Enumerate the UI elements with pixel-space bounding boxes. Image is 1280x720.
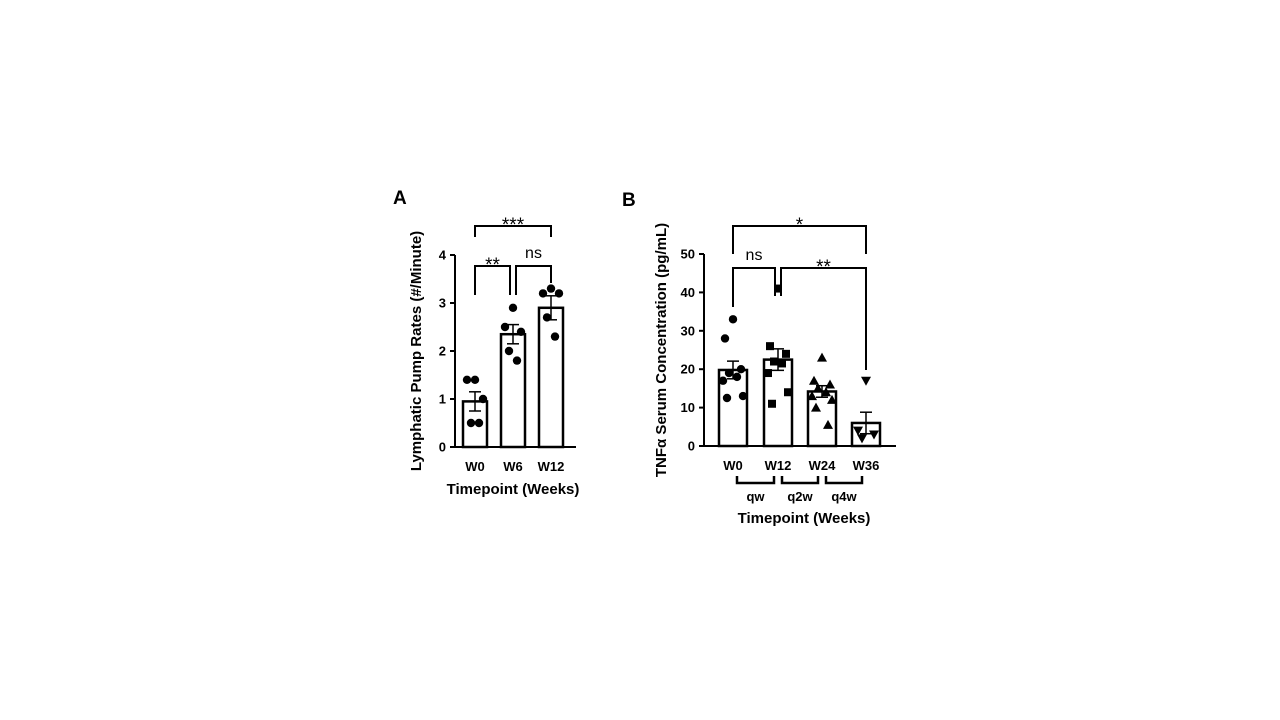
significance-bracket-label: *** [502,215,525,236]
significance-bracket-label: ** [485,255,500,276]
data-point [857,434,867,444]
x-tick-label: W0 [465,459,485,474]
significance-bracket-line [732,267,776,307]
y-tick-label: 1 [439,392,446,407]
data-point [738,391,748,401]
data-point [784,388,792,397]
data-point [823,419,833,429]
data-point [470,375,480,384]
dosing-group-bracket [780,476,820,485]
data-point [462,375,472,384]
data-point [732,372,742,382]
dosing-group-label: qw [746,489,765,504]
data-point [500,322,510,332]
data-point [720,334,730,343]
y-tick-label: 3 [439,296,446,311]
y-tick-label: 40 [681,285,695,300]
significance-bracket-line [732,225,867,254]
y-tick-label: 0 [688,439,695,454]
x-tick-label: W36 [853,458,880,473]
data-point [722,393,732,403]
data-point [869,430,879,440]
data-point [478,394,488,404]
data-point [807,391,817,401]
data-point [768,399,776,408]
x-axis-title: Timepoint (Weeks) [447,481,580,498]
data-point [774,284,782,293]
data-point [504,346,514,356]
x-tick-label: W24 [809,458,837,473]
dosing-group-bracket [735,476,776,485]
significance-bracket-label: ns [525,245,542,262]
panel-b-chart: 0 10 20 30 40 50 W0 W12 W24 W36 TNFα Serum Concent… [653,215,896,527]
dosing-group-bracket [824,476,864,485]
panel-b-letter: B [622,190,636,211]
data-point [516,327,526,336]
y-tick-label: 30 [681,323,695,338]
data-point [766,342,774,351]
y-axis-title: Lymphatic Pump Rates (#/Minute) [408,231,425,471]
data-point [811,402,821,412]
data-point [778,359,786,368]
data-point [550,332,560,341]
significance-bracket-line [474,265,511,295]
data-point [542,313,552,322]
data-point [861,376,871,386]
x-axis-title: Timepoint (Weeks) [738,510,871,527]
data-point [825,379,835,389]
data-point [508,303,518,312]
significance-bracket-line [474,225,552,237]
data-point [718,376,728,385]
significance-bracket-line [515,265,552,295]
data-point [827,394,837,404]
data-point [728,315,738,324]
bar-w12 [537,306,565,449]
data-point [736,365,746,374]
data-point [546,284,556,293]
y-tick-label: 20 [681,362,695,377]
data-point [853,426,863,436]
x-tick-label: W12 [538,459,565,474]
data-point [782,349,790,358]
significance-bracket-label: ns [746,247,763,264]
significance-bracket-line [780,267,867,370]
data-point [466,418,476,428]
significance-bracket-label: * [796,215,804,236]
data-point [474,418,484,428]
bar-w0 [717,368,749,448]
data-point [554,289,564,298]
data-point [809,375,819,385]
data-point [764,369,772,378]
y-tick-label: 2 [439,344,446,359]
dosing-group-label: q4w [831,489,857,504]
x-tick-label: W6 [503,459,523,474]
data-point [770,357,778,366]
data-point [724,368,734,378]
y-tick-label: 10 [681,400,695,415]
significance-bracket-label: ** [816,257,831,278]
data-point [813,383,823,393]
x-tick-label: W12 [765,458,792,473]
y-axis-title: TNFα Serum Concentration (pg/mL) [653,223,670,477]
x-tick-label: W0 [723,458,743,473]
panel-a-letter: A [393,188,407,209]
dosing-group-label: q2w [787,489,813,504]
data-point [817,352,827,362]
data-point [538,289,548,298]
y-tick-label: 4 [439,248,447,263]
panel-a-chart: 0 1 2 3 4 W0 W6 W12 Lymphatic Pump Rates (#/Minu… [408,215,579,498]
data-point [821,387,831,397]
y-tick-label: 0 [439,440,446,455]
y-tick-label: 50 [681,247,695,262]
data-point [512,356,522,365]
